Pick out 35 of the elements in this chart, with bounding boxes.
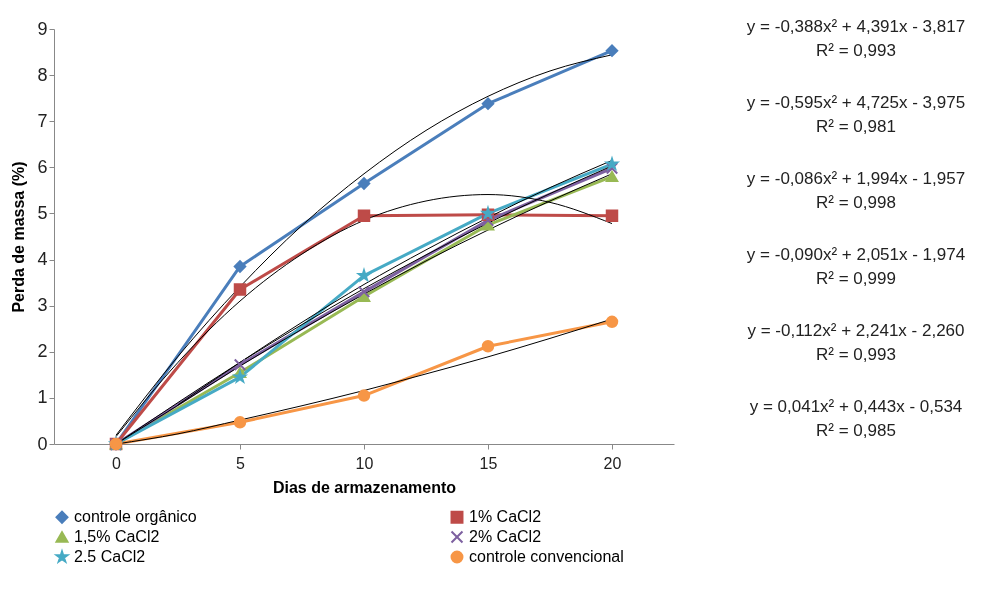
y-axis-title: Perda de massa (%) — [10, 161, 28, 313]
x-tick-label: 0 — [112, 454, 122, 472]
y-tick-label: 9 — [37, 18, 48, 39]
text: y = -0,388x² + 4,391x - 3,817 — [745, 16, 967, 38]
text: R² = 0,981 — [815, 116, 897, 138]
text: R² = 0,998 — [815, 192, 897, 214]
text: y = -0,595x² + 4,725x - 3,975 — [745, 92, 967, 114]
y-tick-label: 8 — [37, 64, 48, 85]
legend-label: 2.5 CaCl2 — [74, 548, 146, 565]
text: R² = 0,993 — [815, 40, 897, 62]
y-tick-label: 0 — [37, 433, 48, 454]
y-tick-label: 6 — [37, 156, 48, 177]
legend-label: 1,5% CaCl2 — [74, 528, 160, 545]
y-tick-label: 4 — [37, 249, 48, 270]
x-tick-label: 10 — [355, 454, 374, 472]
text: y = -0,112x² + 2,241x - 2,260 — [746, 320, 966, 342]
text: R² = 0,999 — [815, 268, 897, 290]
legend-label: 2% CaCl2 — [469, 528, 542, 545]
x-tick-label: 20 — [603, 454, 622, 472]
text: R² = 0,985 — [815, 420, 897, 442]
y-tick-label: 1 — [37, 387, 48, 408]
y-tick-label: 3 — [37, 295, 48, 316]
y-tick-label: 5 — [37, 202, 48, 223]
x-tick-label: 15 — [479, 454, 498, 472]
legend-label: controle convencional — [469, 548, 624, 565]
y-tick-label: 7 — [37, 110, 48, 131]
text: y = -0,090x² + 2,051x - 1,974 — [745, 244, 967, 266]
x-tick-label: 5 — [236, 454, 246, 472]
text: y = -0,086x² + 1,994x - 1,957 — [745, 168, 967, 190]
text: R² = 0,993 — [815, 344, 897, 366]
y-tick-label: 2 — [37, 341, 48, 362]
text: y = 0,041x² + 0,443x - 0,534 — [748, 396, 964, 418]
legend-label: controle orgânico — [74, 508, 197, 526]
x-axis-title: Dias de armazenamento — [272, 478, 457, 496]
legend-label: 1% CaCl2 — [469, 508, 542, 526]
